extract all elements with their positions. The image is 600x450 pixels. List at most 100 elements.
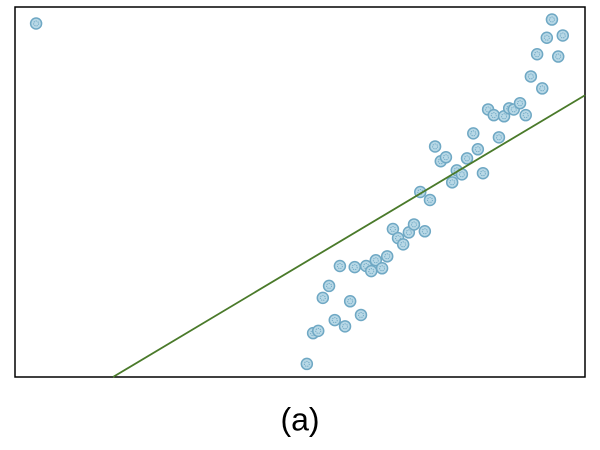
data-point bbox=[369, 254, 383, 267]
point-core bbox=[405, 229, 412, 236]
point-ring bbox=[540, 31, 554, 44]
point-core bbox=[442, 154, 449, 161]
point-ring bbox=[460, 152, 474, 165]
point-core bbox=[474, 146, 481, 153]
point-ring bbox=[375, 262, 389, 275]
data-point bbox=[540, 31, 554, 44]
data-point bbox=[439, 151, 453, 164]
data-point bbox=[428, 140, 442, 153]
data-point bbox=[407, 218, 421, 231]
point-ring bbox=[476, 166, 490, 180]
point-core bbox=[539, 85, 546, 92]
data-point bbox=[311, 324, 325, 338]
data-point bbox=[328, 313, 342, 327]
data-point bbox=[524, 70, 538, 83]
point-core bbox=[411, 221, 417, 228]
data-point bbox=[551, 50, 565, 63]
point-ring bbox=[29, 17, 43, 30]
data-point bbox=[467, 127, 480, 140]
point-ring bbox=[536, 82, 549, 95]
point-core bbox=[351, 264, 358, 271]
data-point bbox=[445, 176, 459, 189]
point-core bbox=[357, 311, 364, 318]
point-core bbox=[534, 51, 541, 58]
data-point bbox=[386, 222, 400, 236]
fit-line bbox=[112, 94, 586, 378]
point-core bbox=[389, 226, 396, 232]
data-point bbox=[519, 108, 532, 122]
data-point bbox=[338, 320, 352, 333]
data-point bbox=[380, 250, 394, 263]
point-core bbox=[479, 170, 486, 177]
point-core bbox=[559, 32, 566, 39]
point-ring bbox=[386, 222, 400, 236]
data-point bbox=[460, 152, 474, 165]
point-ring bbox=[524, 70, 538, 83]
data-point bbox=[316, 291, 330, 305]
point-core bbox=[315, 327, 322, 334]
data-point bbox=[300, 357, 314, 371]
data-point bbox=[476, 166, 490, 180]
data-point bbox=[365, 264, 378, 278]
caption: (a) bbox=[280, 401, 319, 437]
point-core bbox=[326, 282, 333, 289]
point-core bbox=[421, 228, 428, 235]
point-ring bbox=[545, 13, 559, 26]
data-point bbox=[556, 29, 570, 42]
data-point bbox=[487, 108, 501, 122]
point-ring bbox=[439, 151, 453, 164]
point-ring bbox=[471, 143, 485, 156]
point-core bbox=[490, 112, 497, 119]
data-point bbox=[396, 238, 410, 251]
point-core bbox=[368, 268, 375, 275]
point-core bbox=[517, 100, 524, 107]
data-point bbox=[530, 47, 544, 61]
point-core bbox=[522, 112, 529, 119]
point-ring bbox=[487, 108, 501, 122]
data-point bbox=[354, 308, 368, 322]
point-ring bbox=[556, 29, 570, 42]
point-ring bbox=[311, 324, 325, 338]
point-core bbox=[470, 130, 477, 137]
point-core bbox=[543, 34, 550, 41]
point-ring bbox=[348, 260, 361, 274]
point-ring bbox=[530, 47, 544, 61]
point-core bbox=[464, 155, 471, 162]
data-point bbox=[513, 96, 527, 110]
point-core bbox=[347, 298, 354, 305]
point-core bbox=[319, 294, 326, 301]
point-core bbox=[379, 265, 386, 272]
data-point bbox=[348, 260, 361, 274]
data-point bbox=[418, 225, 432, 238]
data-point bbox=[29, 17, 43, 30]
data-point bbox=[471, 143, 485, 156]
point-core bbox=[432, 143, 439, 150]
point-ring bbox=[513, 96, 527, 110]
point-core bbox=[400, 241, 407, 248]
point-ring bbox=[316, 291, 330, 305]
point-core bbox=[336, 263, 343, 269]
point-ring bbox=[322, 279, 336, 293]
point-ring bbox=[407, 218, 421, 231]
point-ring bbox=[445, 176, 459, 189]
point-core bbox=[331, 317, 338, 324]
point-ring bbox=[365, 264, 378, 278]
point-ring bbox=[551, 50, 565, 63]
data-point bbox=[536, 82, 549, 95]
point-core bbox=[303, 360, 310, 367]
data-point bbox=[322, 279, 336, 293]
data-point bbox=[333, 259, 347, 273]
point-ring bbox=[396, 238, 410, 251]
point-core bbox=[372, 257, 379, 264]
point-ring bbox=[519, 108, 532, 122]
point-ring bbox=[333, 259, 347, 273]
point-core bbox=[485, 106, 492, 113]
point-core bbox=[555, 53, 562, 60]
point-core bbox=[449, 179, 456, 186]
point-ring bbox=[428, 140, 442, 153]
point-core bbox=[548, 16, 555, 23]
point-ring bbox=[338, 320, 352, 333]
point-ring bbox=[328, 313, 342, 327]
point-core bbox=[342, 323, 349, 330]
